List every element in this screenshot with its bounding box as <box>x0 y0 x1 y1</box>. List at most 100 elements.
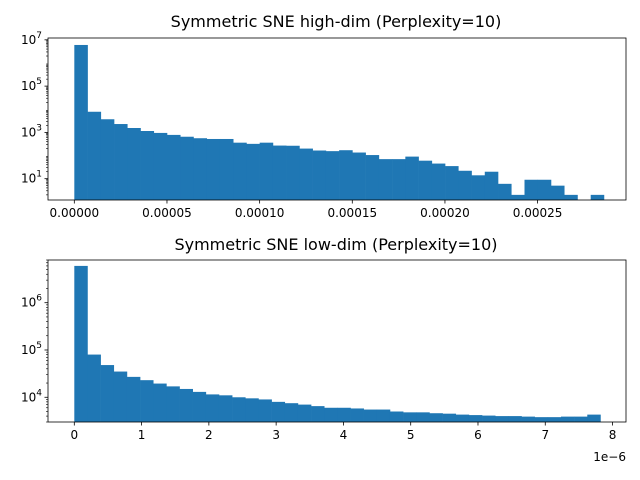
histogram-bar <box>350 408 364 422</box>
histogram-bar <box>429 413 443 422</box>
histogram-bar <box>324 407 338 422</box>
histogram-bar <box>508 416 522 422</box>
histogram-bar <box>405 156 419 200</box>
top-histogram-panel: Symmetric SNE high-dim (Perplexity=10) 1… <box>21 12 627 220</box>
bottom-plot-frame <box>47 259 627 423</box>
histogram-bar <box>337 407 351 422</box>
histogram-bar <box>286 145 300 200</box>
top-x-axis: 0.00000 0.00005 0.00010 0.00015 0.00020 0.000… <box>50 200 563 220</box>
histogram-bar <box>534 417 549 422</box>
histogram-bar <box>218 395 233 422</box>
histogram-bar <box>560 416 575 422</box>
bottom-chart-title: Symmetric SNE low-dim (Perplexity=10) <box>174 235 497 254</box>
y-tick-label: 106 <box>21 294 42 310</box>
histogram-bar <box>537 179 552 200</box>
histogram-bar <box>87 111 102 200</box>
y-tick-label: 104 <box>21 388 42 404</box>
histogram-bar <box>389 411 404 422</box>
histogram-bar <box>206 138 221 200</box>
histogram-bar <box>166 386 180 422</box>
histogram-bar <box>233 142 247 200</box>
histogram-bar <box>205 394 220 422</box>
y-tick-label: 105 <box>21 341 42 357</box>
histogram-bar <box>468 415 483 422</box>
histogram-bar <box>193 138 208 200</box>
histogram-bar <box>590 194 605 200</box>
bottom-histogram-bars <box>74 265 601 422</box>
histogram-bar <box>498 183 512 200</box>
histogram-bar <box>74 265 88 422</box>
x-tick-label: 0 <box>70 428 78 442</box>
x-tick-label: 3 <box>272 428 280 442</box>
x-tick-label: 0.00010 <box>235 206 285 220</box>
histogram-bar <box>219 138 234 200</box>
x-tick-label: 0.00000 <box>50 206 100 220</box>
histogram-bar <box>167 134 181 200</box>
histogram-bar <box>365 155 380 200</box>
histogram-bar <box>153 132 168 200</box>
y-tick-label: 103 <box>21 123 42 139</box>
histogram-bar <box>325 151 340 200</box>
histogram-bar <box>521 416 535 422</box>
top-plot-frame <box>47 37 627 201</box>
bottom-x-offset-label: 1e−6 <box>593 450 626 464</box>
y-tick-label: 101 <box>21 170 42 186</box>
histogram-bar <box>312 150 327 200</box>
histogram-bar <box>100 365 115 422</box>
histogram-bar <box>232 397 246 422</box>
histogram-bar <box>140 380 154 422</box>
histogram-bar <box>363 409 378 422</box>
histogram-bar <box>87 354 101 422</box>
histogram-bar <box>445 166 459 200</box>
histogram-bar <box>311 406 325 422</box>
histogram-bar <box>245 398 259 422</box>
histogram-bar <box>100 119 115 200</box>
histogram-bar <box>74 44 88 201</box>
histogram-bar <box>259 142 274 200</box>
x-tick-label: 6 <box>474 428 482 442</box>
histogram-bar <box>299 148 313 200</box>
histogram-bar <box>511 194 525 200</box>
histogram-bar <box>352 152 366 200</box>
x-tick-label: 0.00020 <box>420 206 470 220</box>
histogram-bar <box>547 417 562 422</box>
histogram-bar <box>495 416 509 422</box>
histogram-bar <box>376 409 391 422</box>
bottom-histogram-panel: Symmetric SNE low-dim (Perplexity=10) 10… <box>21 235 627 464</box>
top-histogram-bars <box>74 44 605 201</box>
x-tick-label: 8 <box>609 428 617 442</box>
histogram-bar <box>272 145 287 200</box>
histogram-bar <box>258 399 272 422</box>
histogram-bar <box>297 404 312 422</box>
histogram-bar <box>524 179 539 200</box>
histogram-bar <box>127 127 141 200</box>
x-tick-label: 1 <box>138 428 146 442</box>
histogram-bar <box>442 413 457 422</box>
histogram-bar <box>416 412 430 422</box>
bottom-y-axis: 104 105 106 <box>21 259 48 423</box>
histogram-bar <box>113 371 128 422</box>
histogram-bar <box>564 194 578 200</box>
y-tick-label: 107 <box>21 31 42 47</box>
histogram-bar <box>271 401 286 422</box>
histogram-bar <box>574 416 588 422</box>
top-y-axis: 101 103 105 107 <box>21 31 48 196</box>
x-tick-label: 0.00025 <box>513 206 563 220</box>
histogram-bar <box>179 388 193 422</box>
histogram-bar <box>455 414 470 422</box>
histogram-bar <box>339 150 353 200</box>
x-tick-label: 7 <box>541 428 549 442</box>
histogram-bar <box>418 160 433 200</box>
histogram-bar <box>378 159 393 200</box>
bottom-x-axis: 0 1 2 3 4 5 6 7 8 <box>70 422 616 442</box>
top-chart-title: Symmetric SNE high-dim (Perplexity=10) <box>171 12 502 31</box>
histogram-bar <box>246 143 260 200</box>
y-tick-label: 105 <box>21 77 42 93</box>
histogram-bar <box>126 376 141 422</box>
x-tick-label: 4 <box>340 428 348 442</box>
histogram-bar <box>192 391 207 422</box>
x-tick-label: 2 <box>205 428 213 442</box>
histogram-bar <box>284 403 299 422</box>
histogram-bar <box>392 159 406 200</box>
